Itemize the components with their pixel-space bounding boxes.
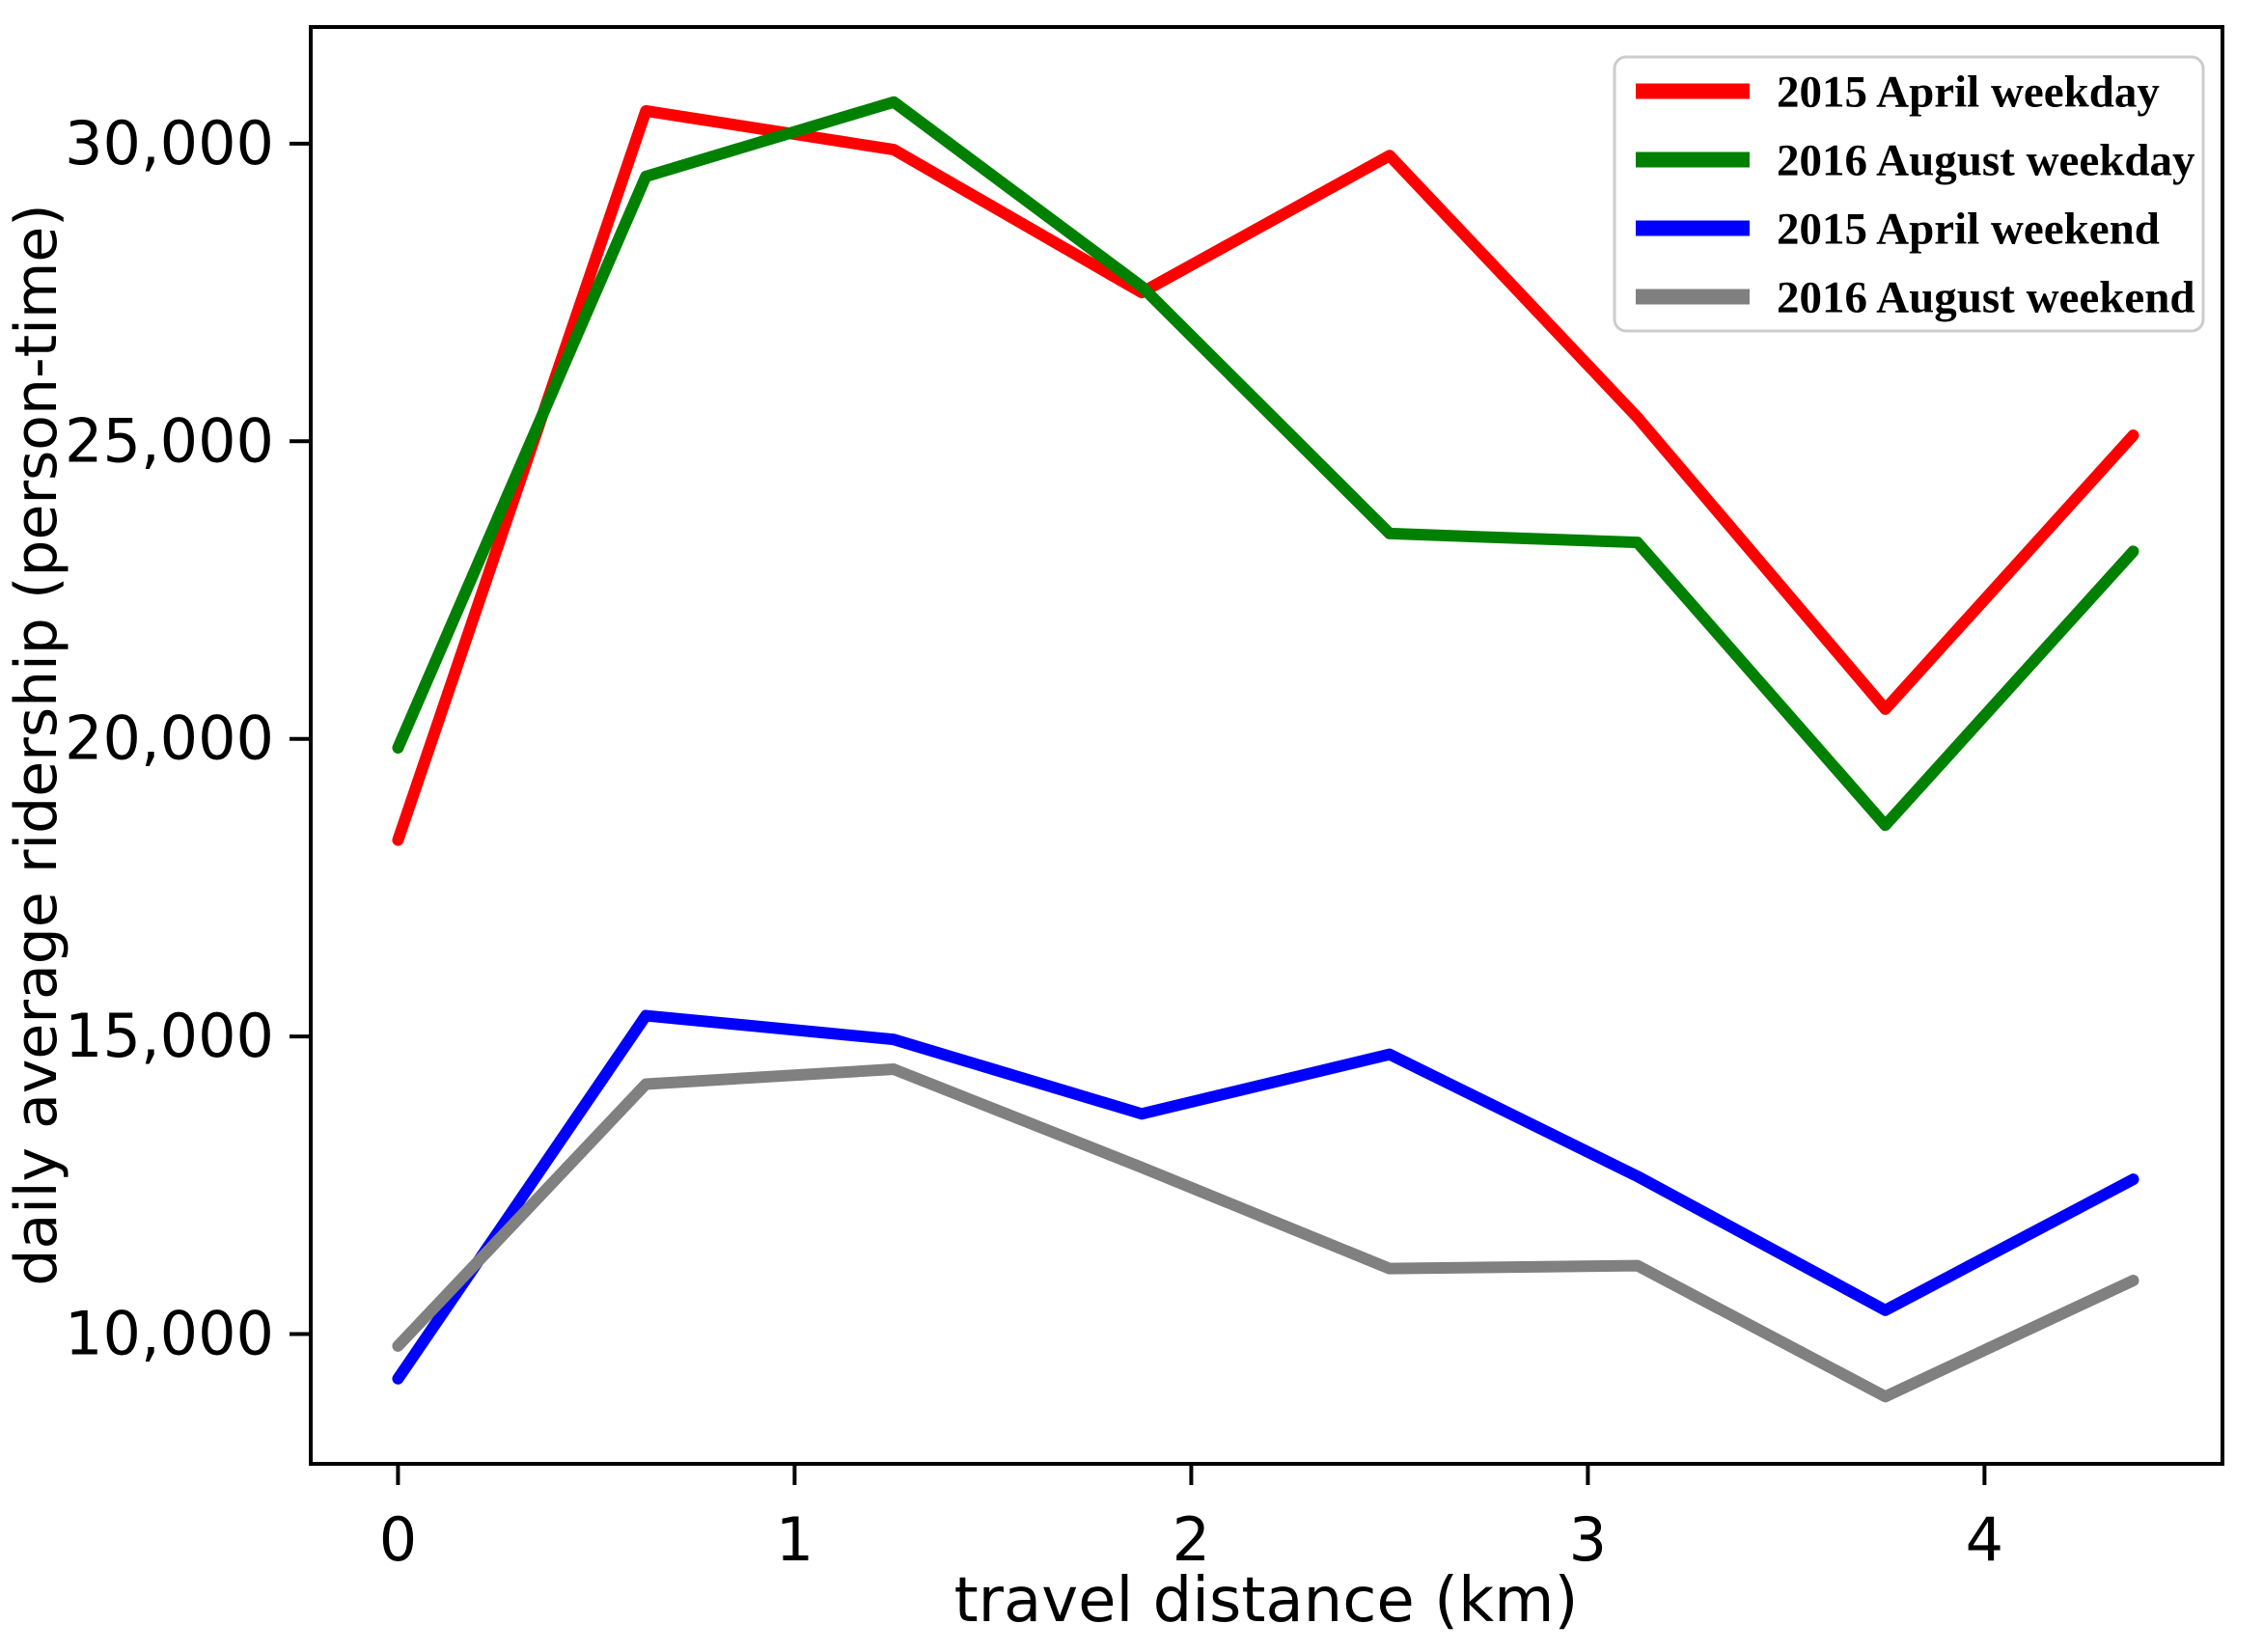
plot-area xyxy=(309,25,2224,1466)
x-tick-label: 2 xyxy=(1173,1504,1210,1575)
y-axis-title: daily average ridership (person-time) xyxy=(3,204,70,1285)
series-lines xyxy=(392,96,2139,1403)
series-line-2015-april-weekday xyxy=(392,104,2139,846)
x-tick-label: 4 xyxy=(1966,1504,2003,1575)
x-tick-label: 0 xyxy=(379,1504,417,1575)
legend-label: 2015 April weekday xyxy=(1777,68,2160,118)
y-tick-label: 10,000 xyxy=(65,1299,274,1369)
x-axis-ticks: 0 1 2 3 4 xyxy=(379,1464,2003,1575)
y-tick-label: 25,000 xyxy=(65,405,274,476)
y-tick-label: 20,000 xyxy=(65,703,274,774)
legend-box xyxy=(1613,55,2205,333)
y-tick-label: 15,000 xyxy=(65,1001,274,1071)
y-tick-label: 30,000 xyxy=(65,108,274,179)
series-line-2015-april-weekend xyxy=(392,1009,2139,1385)
y-axis-ticks: 10,000 15,000 20,000 25,000 30,000 xyxy=(65,108,311,1369)
x-tick-label: 1 xyxy=(776,1504,814,1575)
legend-label: 2016 August weekday xyxy=(1777,136,2195,186)
x-tick-label: 3 xyxy=(1569,1504,1607,1575)
x-axis-title: travel distance (km) xyxy=(954,1565,1579,1637)
legend-label: 2016 August weekend xyxy=(1777,273,2195,323)
series-line-2016-august-weekend xyxy=(392,1063,2139,1403)
legend: 2015 April weekday 2016 August weekday 201… xyxy=(1613,55,2205,333)
series-line-2016-august-weekday xyxy=(392,96,2139,832)
legend-label: 2015 April weekend xyxy=(1777,205,2160,255)
